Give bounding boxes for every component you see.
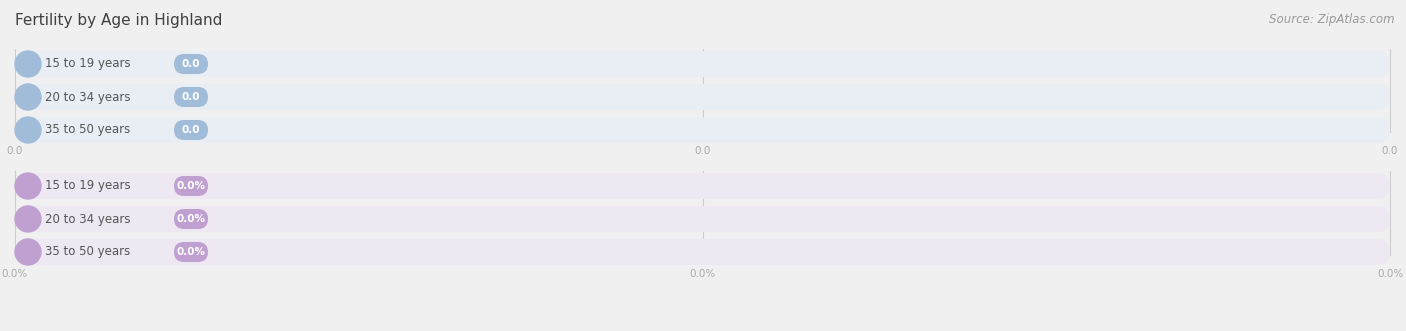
- Circle shape: [15, 117, 41, 143]
- Text: 0.0: 0.0: [181, 59, 200, 69]
- FancyBboxPatch shape: [15, 117, 1391, 143]
- Circle shape: [15, 51, 41, 77]
- FancyBboxPatch shape: [174, 209, 208, 229]
- Circle shape: [15, 206, 41, 232]
- FancyBboxPatch shape: [174, 120, 208, 140]
- Text: 20 to 34 years: 20 to 34 years: [45, 213, 131, 225]
- Text: 0.0%: 0.0%: [1376, 269, 1403, 279]
- FancyBboxPatch shape: [174, 242, 208, 262]
- FancyBboxPatch shape: [15, 206, 1391, 232]
- Text: 0.0%: 0.0%: [1, 269, 28, 279]
- FancyBboxPatch shape: [15, 51, 1391, 77]
- Text: Fertility by Age in Highland: Fertility by Age in Highland: [15, 13, 222, 28]
- FancyBboxPatch shape: [174, 87, 208, 107]
- Text: 0.0: 0.0: [1382, 146, 1398, 156]
- Text: 0.0: 0.0: [7, 146, 22, 156]
- FancyBboxPatch shape: [174, 54, 208, 74]
- Text: 0.0%: 0.0%: [177, 214, 205, 224]
- Text: 15 to 19 years: 15 to 19 years: [45, 58, 131, 71]
- Text: 0.0: 0.0: [181, 125, 200, 135]
- Text: 15 to 19 years: 15 to 19 years: [45, 179, 131, 193]
- Text: 0.0%: 0.0%: [689, 269, 716, 279]
- Circle shape: [15, 173, 41, 199]
- Text: 0.0: 0.0: [181, 92, 200, 102]
- Text: 20 to 34 years: 20 to 34 years: [45, 90, 131, 104]
- Text: 35 to 50 years: 35 to 50 years: [45, 123, 131, 136]
- FancyBboxPatch shape: [15, 239, 1391, 265]
- Text: 0.0: 0.0: [695, 146, 710, 156]
- Circle shape: [15, 239, 41, 265]
- Text: Source: ZipAtlas.com: Source: ZipAtlas.com: [1270, 13, 1395, 26]
- Text: 35 to 50 years: 35 to 50 years: [45, 246, 131, 259]
- FancyBboxPatch shape: [15, 173, 1391, 199]
- FancyBboxPatch shape: [174, 176, 208, 196]
- FancyBboxPatch shape: [15, 84, 1391, 110]
- Text: 0.0%: 0.0%: [177, 181, 205, 191]
- Text: 0.0%: 0.0%: [177, 247, 205, 257]
- Circle shape: [15, 84, 41, 110]
